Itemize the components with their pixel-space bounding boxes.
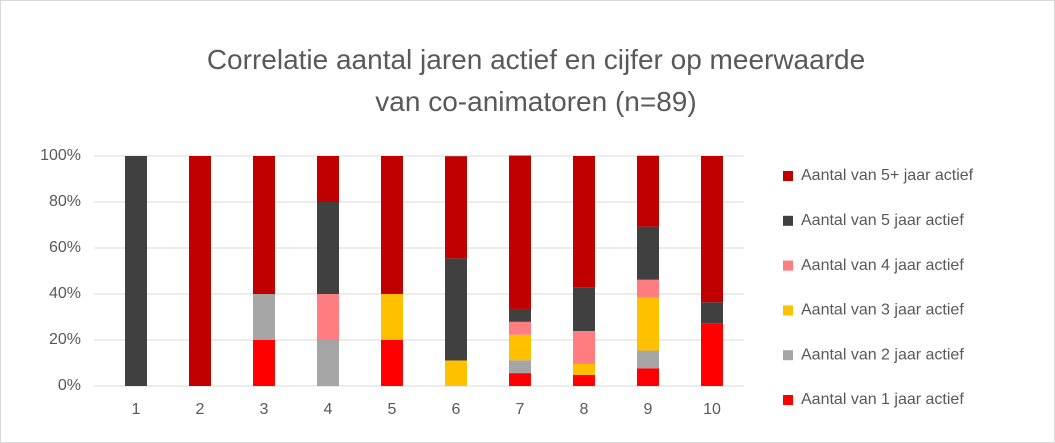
legend-swatch (783, 395, 793, 405)
legend-label: Aantal van 2 jaar actief (801, 346, 964, 363)
y-tick-label: 40% (49, 285, 81, 302)
y-tick-label: 80% (49, 193, 81, 210)
legend-label: Aantal van 5+ jaar actief (801, 167, 974, 184)
chart-title: Correlatie aantal jaren actief en cijfer… (206, 44, 866, 117)
x-tick-label: 9 (644, 401, 653, 418)
bar-segment (445, 360, 467, 386)
x-tick-label: 7 (516, 401, 525, 418)
bar-segment (253, 340, 275, 386)
bar-segment (381, 294, 403, 340)
bar-segment (573, 331, 595, 364)
legend-label: Aantal van 1 jaar actief (801, 391, 964, 408)
x-tick-label: 6 (452, 401, 461, 418)
bar-segment (125, 156, 147, 386)
bar-segment (189, 156, 211, 386)
x-tick-label: 1 (132, 401, 141, 418)
bar-segment (317, 294, 339, 340)
legend-swatch (783, 171, 793, 181)
bar-segment (701, 323, 723, 386)
bar-segment (573, 156, 595, 288)
x-tick-label: 2 (196, 401, 205, 418)
x-tick-label: 5 (388, 401, 397, 418)
legend-swatch (783, 350, 793, 361)
y-tick-label: 20% (49, 331, 81, 348)
legend-swatch (783, 305, 793, 316)
bar-segment (253, 156, 275, 294)
bar-segment (701, 156, 723, 303)
bar-segment (573, 287, 595, 332)
bar-segment (381, 156, 403, 294)
bar-segment (509, 155, 531, 309)
legend-swatch (783, 260, 793, 271)
bar-segment (509, 321, 531, 335)
y-tick-label: 100% (40, 147, 81, 164)
legend-label: Aantal van 3 jaar actief (801, 302, 964, 319)
y-tick-label: 0% (58, 377, 81, 394)
bar-segment (573, 363, 595, 375)
bar-segment (637, 155, 659, 227)
bar-segment (509, 308, 531, 322)
bar-segment (253, 294, 275, 340)
bar-segment (509, 373, 531, 386)
bar-segment (445, 258, 467, 361)
bar-segment (509, 360, 531, 374)
legend-label: Aantal van 5 jaar actief (801, 212, 964, 229)
bar-segment (317, 340, 339, 386)
bar-segment (637, 350, 659, 369)
x-tick-label: 4 (324, 401, 333, 418)
bar-segment (317, 156, 339, 202)
bar-segment (573, 374, 595, 386)
bar-segment (317, 202, 339, 294)
bar-segment (637, 297, 659, 351)
x-tick-label: 10 (703, 401, 721, 418)
bar-segment (637, 226, 659, 280)
bar-segment (637, 368, 659, 386)
bar-segment (381, 340, 403, 386)
x-tick-label: 3 (260, 401, 269, 418)
x-tick-label: 8 (580, 401, 589, 418)
legend-swatch (783, 215, 793, 226)
bar-segment (637, 279, 659, 298)
y-tick-label: 60% (49, 239, 81, 256)
bar-segment (701, 302, 723, 324)
legend-label: Aantal van 4 jaar actief (801, 257, 964, 274)
bar-segment (509, 334, 531, 361)
bar-segment (445, 156, 467, 259)
